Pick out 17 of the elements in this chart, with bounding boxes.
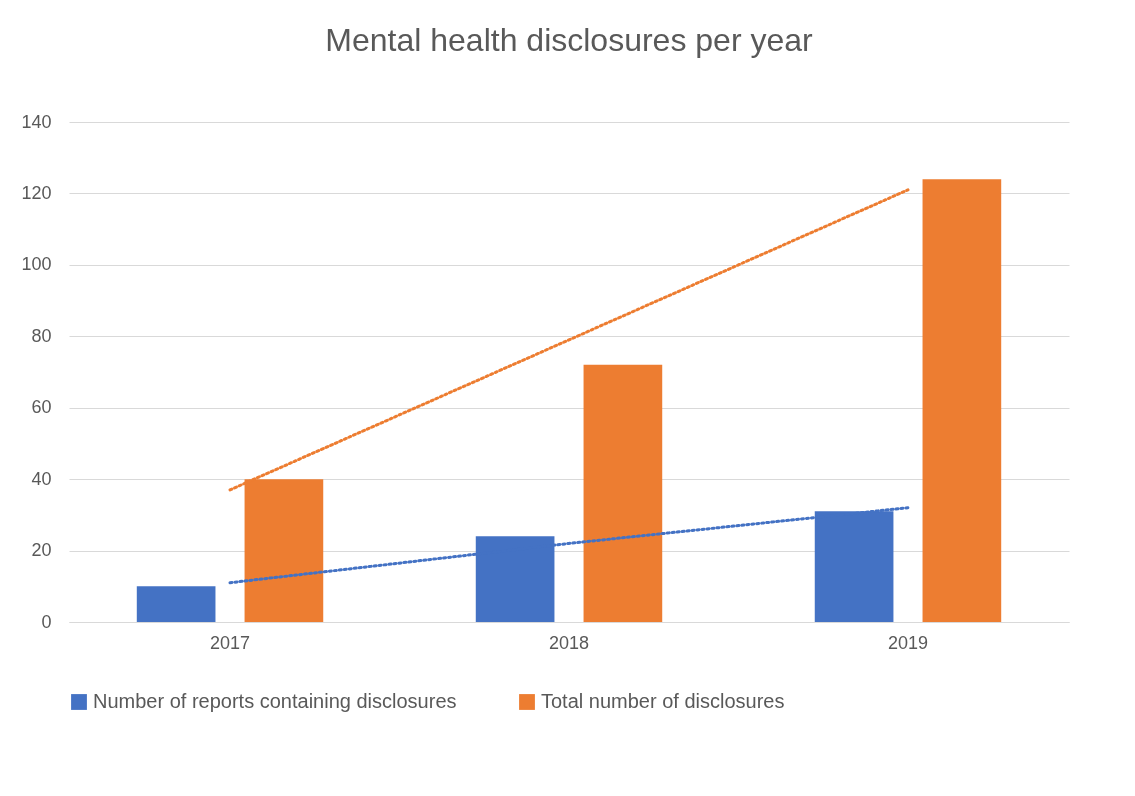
y-tick-label: 40 xyxy=(31,468,52,489)
y-tick-label: 120 xyxy=(21,182,52,203)
bar xyxy=(583,364,663,622)
y-tick-label: 60 xyxy=(31,397,52,418)
y-tick-label: 100 xyxy=(21,254,52,275)
legend-label: Total number of disclosures xyxy=(541,690,785,712)
chart-title: Mental health disclosures per year xyxy=(325,22,814,58)
x-tick-label: 2019 xyxy=(887,632,929,653)
y-tick-label: 140 xyxy=(21,111,52,132)
x-tick-label: 2017 xyxy=(209,632,251,653)
y-tick-label: 0 xyxy=(41,611,52,632)
legend-label: Number of reports containing disclosures xyxy=(93,690,457,712)
x-tick-label: 2018 xyxy=(548,632,590,653)
y-tick-label: 80 xyxy=(31,325,52,346)
bar xyxy=(922,179,1002,622)
y-tick-label: 20 xyxy=(31,540,52,561)
bar xyxy=(136,586,216,622)
